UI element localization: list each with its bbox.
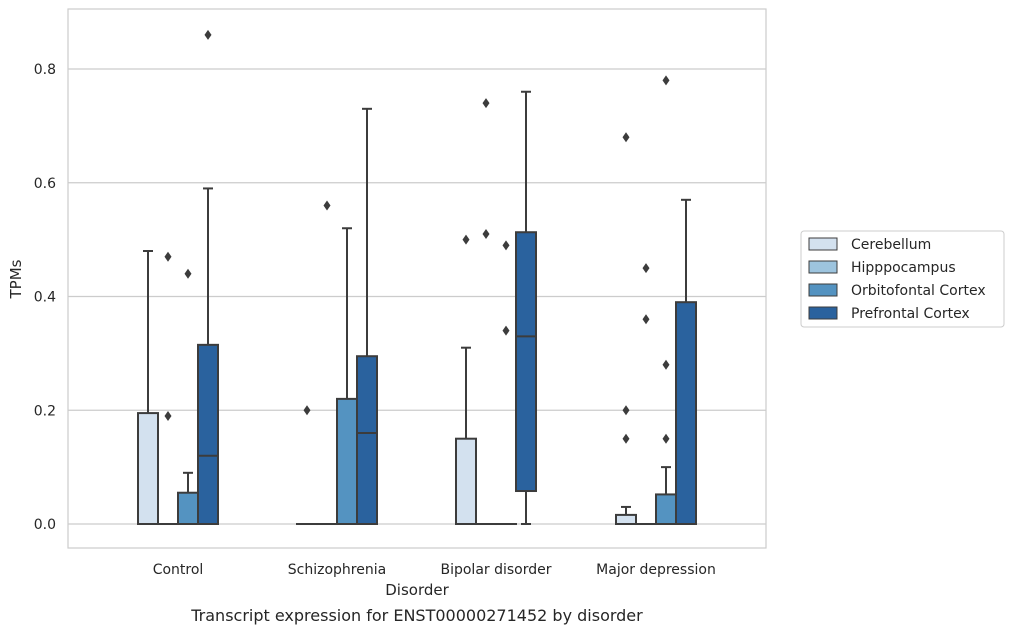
y-tick-label: 0.6 [34, 176, 56, 192]
box-group [635, 263, 657, 526]
outlier-point [642, 263, 650, 274]
chart-caption: Transcript expression for ENST0000027145… [191, 606, 643, 625]
box [675, 301, 697, 525]
outlier-point [303, 405, 311, 416]
outlier-point [482, 98, 490, 109]
box-group [177, 268, 199, 525]
outlier-point [204, 29, 212, 40]
plot-area-background [68, 9, 766, 548]
legend-label: Orbitofontal Cortex [851, 283, 986, 299]
box-group [515, 90, 537, 525]
legend-label: Prefrontal Cortex [851, 306, 970, 322]
box-group [455, 234, 477, 525]
x-tick-label: Major depression [596, 562, 716, 578]
y-axis-ticks: 0.0 0.2 0.4 0.6 0.8 [34, 62, 56, 533]
outlier-point [164, 251, 172, 262]
outlier-point [462, 234, 470, 245]
box [615, 513, 637, 526]
x-tick-label: Control [153, 562, 204, 578]
outlier-point [622, 433, 630, 444]
plot-frame [67, 8, 767, 549]
outlier-point [662, 359, 670, 370]
box-groups [137, 29, 697, 526]
box [177, 491, 199, 525]
box [137, 412, 159, 525]
y-tick-label: 0.2 [34, 403, 56, 419]
outlier-point [662, 75, 670, 86]
legend-swatch [808, 283, 838, 297]
legend-label: Hipppocampus [851, 260, 956, 276]
legend: Cerebellum Hipppocampus Orbitofontal Corte… [800, 230, 1005, 328]
outlier-point [323, 200, 331, 211]
box-group [615, 132, 637, 526]
box-group [356, 107, 378, 525]
outlier-point [184, 268, 192, 279]
x-tick-label: Bipolar disorder [440, 562, 551, 578]
outlier-point [622, 132, 630, 143]
x-tick-label: Schizophrenia [288, 562, 386, 578]
box [655, 493, 677, 525]
legend-label: Cerebellum [851, 237, 931, 253]
box [455, 437, 477, 525]
y-tick-label: 0.0 [34, 517, 56, 533]
box-group [137, 250, 159, 525]
box [356, 355, 378, 525]
box [197, 343, 219, 525]
outlier-point [482, 228, 490, 239]
outlier-point [502, 325, 510, 336]
outlier-point [164, 410, 172, 421]
y-tick-label: 0.8 [34, 62, 56, 78]
box-group [675, 198, 697, 525]
outlier-point [642, 314, 650, 325]
outlier-point [662, 433, 670, 444]
x-axis-label: Disorder [385, 581, 449, 599]
legend-swatch [808, 260, 838, 274]
outlier-point [502, 240, 510, 251]
y-tick-label: 0.4 [34, 290, 56, 306]
box-group [197, 29, 219, 525]
outlier-point [622, 405, 630, 416]
legend-swatch [808, 306, 838, 320]
y-axis-label: TPMs [7, 259, 25, 299]
box-group [316, 200, 338, 526]
box [336, 397, 358, 525]
legend-frame [800, 230, 1005, 328]
box [515, 231, 537, 493]
legend-swatch [808, 237, 838, 251]
x-axis-ticks: Control Schizophrenia Bipolar disorder Majo… [153, 562, 716, 578]
box-group [495, 240, 517, 526]
